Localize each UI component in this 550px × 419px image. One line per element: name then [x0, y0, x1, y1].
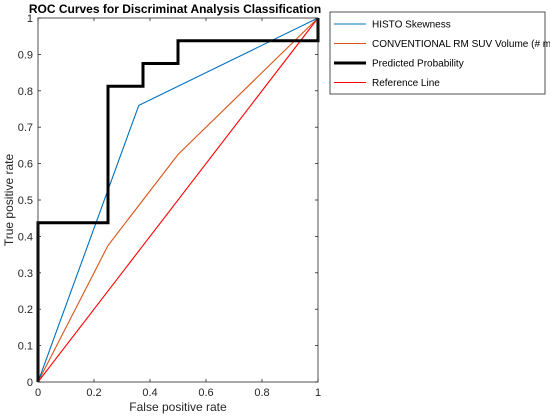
y-tick-label: 0.6 [18, 159, 33, 171]
x-tick-label: 0.6 [198, 387, 213, 399]
y-tick-label: 0.3 [18, 268, 33, 280]
series-line-predicted-probability [36, 18, 320, 382]
y-tick-label: 0.9 [18, 49, 33, 61]
x-tick-label: 0.4 [142, 387, 157, 399]
x-tick-label: 0 [35, 387, 41, 399]
y-tick-label: 0 [27, 377, 33, 389]
ticks-layer: 0 0.2 0.4 0.6 0.8 1 0 0.1 0.2 0.3 0.4 0.5 0.6 0.7 0.8 0… [18, 13, 321, 399]
legend-item-histo-skewness: HISTO Skewness [334, 20, 451, 31]
y-tick-label: 0.7 [18, 122, 33, 134]
y-tick-label: 0.8 [18, 86, 33, 98]
y-axis-label: True positive rate [2, 154, 16, 247]
x-tick-label: 1 [315, 387, 321, 399]
legend-label: CONVENTIONAL RM SUV Volume (# mL) [372, 39, 550, 50]
legend: HISTO Skewness CONVENTIONAL RM SUV Volume… [329, 11, 550, 95]
y-tick-label: 0.5 [18, 195, 33, 207]
legend-label: Reference Line [372, 78, 440, 89]
y-tick-label: 1 [27, 13, 33, 25]
legend-item-predicted-probability: Predicted Probability [334, 59, 464, 70]
series-line-conventional-rm-suv-volume-ml [37, 17, 319, 383]
legend-box [329, 11, 546, 95]
x-tick-label: 0.8 [254, 387, 269, 399]
x-tick-label: 0.2 [86, 387, 101, 399]
legend-label: Predicted Probability [372, 59, 464, 70]
y-tick-label: 0.4 [18, 231, 33, 243]
legend-label: HISTO Skewness [372, 20, 451, 31]
series-layer [36, 17, 320, 383]
x-axis-label: False positive rate [129, 400, 227, 414]
series-line-histo-skewness [37, 17, 319, 383]
y-tick-label: 0.1 [18, 341, 33, 353]
legend-items: HISTO Skewness CONVENTIONAL RM SUV Volume… [334, 20, 550, 89]
series-line-reference-line [37, 17, 319, 383]
chart-title: ROC Curves for Discriminat Analysis Clas… [29, 2, 321, 16]
y-tick-label: 0.2 [18, 304, 33, 316]
legend-item-reference-line: Reference Line [334, 78, 440, 89]
legend-item-conventional-rm-suv-volume-ml: CONVENTIONAL RM SUV Volume (# mL) [334, 39, 550, 50]
